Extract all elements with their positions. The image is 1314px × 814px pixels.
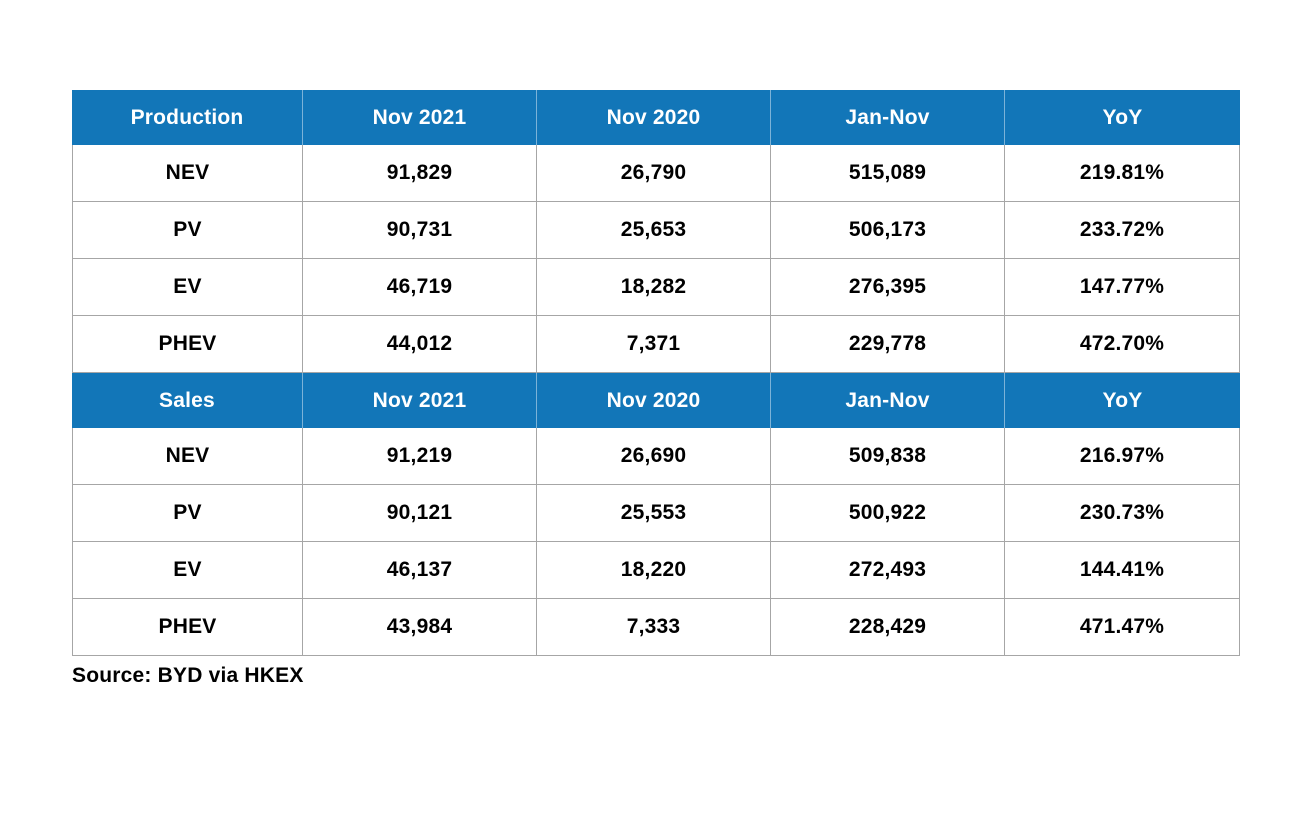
section-header-sales: Sales bbox=[72, 373, 303, 428]
cell-value: 26,690 bbox=[537, 428, 771, 485]
column-header-yoy: YoY bbox=[1005, 373, 1240, 428]
column-header-nov-2021: Nov 2021 bbox=[303, 90, 537, 145]
cell-value: 233.72% bbox=[1005, 202, 1240, 259]
cell-value: 230.73% bbox=[1005, 485, 1240, 542]
cell-value: 216.97% bbox=[1005, 428, 1240, 485]
cell-value: 506,173 bbox=[771, 202, 1005, 259]
cell-value: 43,984 bbox=[303, 599, 537, 656]
cell-value: 90,121 bbox=[303, 485, 537, 542]
row-label: EV bbox=[72, 542, 303, 599]
cell-value: 228,429 bbox=[771, 599, 1005, 656]
cell-value: 18,282 bbox=[537, 259, 771, 316]
row-label: EV bbox=[72, 259, 303, 316]
sales-header-row: Sales Nov 2021 Nov 2020 Jan-Nov YoY bbox=[72, 373, 1240, 428]
row-label: NEV bbox=[72, 428, 303, 485]
column-header-nov-2020: Nov 2020 bbox=[537, 90, 771, 145]
cell-value: 90,731 bbox=[303, 202, 537, 259]
column-header-jan-nov: Jan-Nov bbox=[771, 90, 1005, 145]
column-header-nov-2021: Nov 2021 bbox=[303, 373, 537, 428]
cell-value: 44,012 bbox=[303, 316, 537, 373]
row-label: PHEV bbox=[72, 316, 303, 373]
production-header-row: Production Nov 2021 Nov 2020 Jan-Nov YoY bbox=[72, 90, 1240, 145]
byd-production-sales-table: Production Nov 2021 Nov 2020 Jan-Nov YoY… bbox=[72, 90, 1240, 656]
cell-value: 7,371 bbox=[537, 316, 771, 373]
column-header-yoy: YoY bbox=[1005, 90, 1240, 145]
cell-value: 46,137 bbox=[303, 542, 537, 599]
column-header-jan-nov: Jan-Nov bbox=[771, 373, 1005, 428]
cell-value: 7,333 bbox=[537, 599, 771, 656]
cell-value: 144.41% bbox=[1005, 542, 1240, 599]
cell-value: 219.81% bbox=[1005, 145, 1240, 202]
row-label: PV bbox=[72, 485, 303, 542]
table-row-sales-nev: NEV 91,219 26,690 509,838 216.97% bbox=[72, 428, 1240, 485]
cell-value: 229,778 bbox=[771, 316, 1005, 373]
cell-value: 25,553 bbox=[537, 485, 771, 542]
cell-value: 25,653 bbox=[537, 202, 771, 259]
table-row-sales-phev: PHEV 43,984 7,333 228,429 471.47% bbox=[72, 599, 1240, 656]
cell-value: 472.70% bbox=[1005, 316, 1240, 373]
cell-value: 276,395 bbox=[771, 259, 1005, 316]
cell-value: 272,493 bbox=[771, 542, 1005, 599]
row-label: NEV bbox=[72, 145, 303, 202]
table-row-sales-ev: EV 46,137 18,220 272,493 144.41% bbox=[72, 542, 1240, 599]
cell-value: 18,220 bbox=[537, 542, 771, 599]
source-note: Source: BYD via HKEX bbox=[72, 664, 304, 687]
table-row-production-nev: NEV 91,829 26,790 515,089 219.81% bbox=[72, 145, 1240, 202]
table-row-production-ev: EV 46,719 18,282 276,395 147.77% bbox=[72, 259, 1240, 316]
cell-value: 91,829 bbox=[303, 145, 537, 202]
cell-value: 91,219 bbox=[303, 428, 537, 485]
row-label: PV bbox=[72, 202, 303, 259]
cell-value: 147.77% bbox=[1005, 259, 1240, 316]
cell-value: 509,838 bbox=[771, 428, 1005, 485]
cell-value: 471.47% bbox=[1005, 599, 1240, 656]
production-sales-table-container: Production Nov 2021 Nov 2020 Jan-Nov YoY… bbox=[72, 90, 1240, 656]
cell-value: 46,719 bbox=[303, 259, 537, 316]
column-header-nov-2020: Nov 2020 bbox=[537, 373, 771, 428]
table-row-production-phev: PHEV 44,012 7,371 229,778 472.70% bbox=[72, 316, 1240, 373]
cell-value: 26,790 bbox=[537, 145, 771, 202]
section-header-production: Production bbox=[72, 90, 303, 145]
cell-value: 515,089 bbox=[771, 145, 1005, 202]
cell-value: 500,922 bbox=[771, 485, 1005, 542]
table-row-production-pv: PV 90,731 25,653 506,173 233.72% bbox=[72, 202, 1240, 259]
row-label: PHEV bbox=[72, 599, 303, 656]
table-row-sales-pv: PV 90,121 25,553 500,922 230.73% bbox=[72, 485, 1240, 542]
